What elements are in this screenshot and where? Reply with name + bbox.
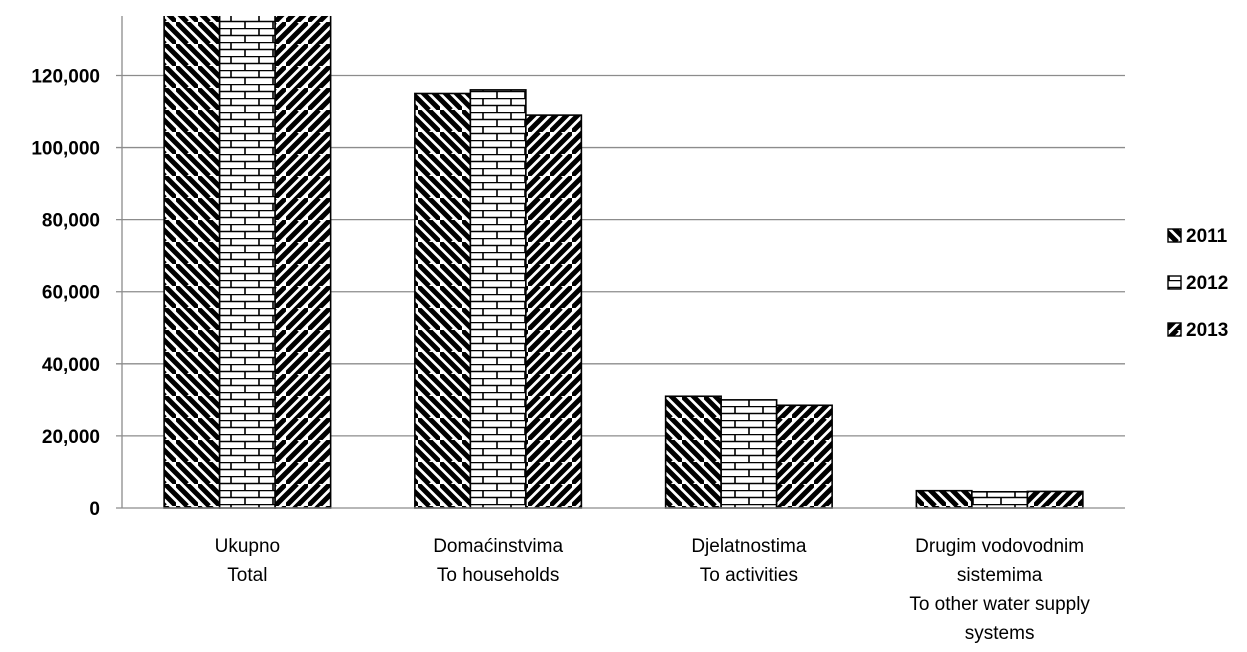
bar-2011-0 [163, 16, 221, 509]
bar-2013-3 [1026, 490, 1084, 509]
bar-2011-3 [915, 489, 973, 509]
x-tick-label: To households [437, 565, 560, 586]
bar-2013-2 [775, 404, 833, 509]
bar-2012-0 [218, 16, 276, 509]
x-tick-label: To other water supply [909, 594, 1090, 615]
legend-label-2012: 2012 [1186, 273, 1228, 294]
y-tick-label: 60,000 [42, 283, 100, 304]
x-tick-label: sistemima [957, 565, 1043, 586]
legend-label-2013: 2013 [1186, 320, 1228, 341]
bar-2013-1 [525, 114, 583, 509]
x-tick-label: Djelatnostima [691, 536, 807, 557]
x-tick-label: To activities [700, 565, 798, 586]
x-tick-label: systems [965, 623, 1035, 644]
x-tick-label: Drugim vodovodnim [915, 536, 1084, 557]
y-tick-label: 100,000 [31, 139, 100, 160]
bar-2012-3 [971, 490, 1029, 509]
legend-swatch-2013 [1167, 322, 1182, 337]
bar-2013-0 [274, 16, 332, 509]
legend-swatch-2012 [1167, 275, 1182, 290]
bar-2012-2 [720, 399, 778, 509]
y-tick-label: 20,000 [42, 427, 100, 448]
y-tick-label: 120,000 [31, 66, 100, 87]
y-tick-label: 80,000 [42, 211, 100, 232]
bar-2012-1 [469, 89, 527, 509]
y-tick-label: 40,000 [42, 355, 100, 376]
y-tick-label: 0 [89, 499, 100, 520]
x-tick-label: Domaćinstvima [433, 536, 563, 557]
bar-2011-2 [664, 395, 722, 509]
legend-swatch-2011 [1167, 228, 1182, 243]
x-tick-label: Ukupno [215, 536, 281, 557]
bar-2011-1 [414, 92, 472, 509]
legend-label-2011: 2011 [1186, 226, 1228, 247]
x-tick-label: Total [227, 565, 267, 586]
